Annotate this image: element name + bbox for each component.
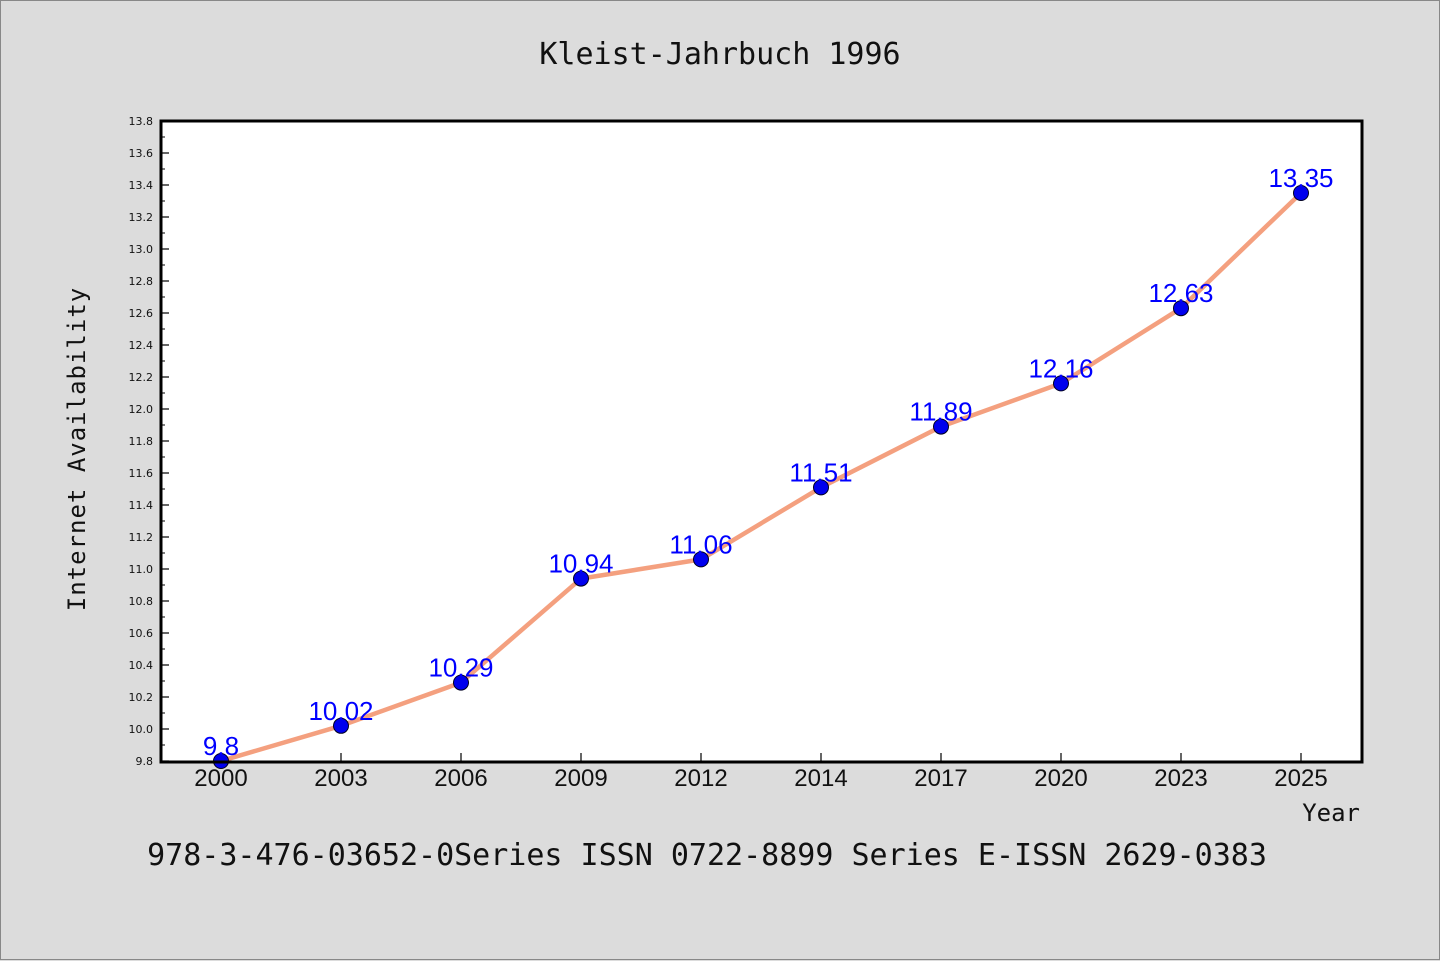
y-tick-label: 10.4 — [129, 659, 154, 672]
data-point — [1173, 300, 1189, 317]
y-tick-label: 11.4 — [129, 499, 154, 512]
y-tick-label: 13.6 — [129, 147, 154, 160]
x-tick-label: 2012 — [674, 765, 727, 792]
data-point — [933, 418, 949, 435]
y-tick-label: 12.6 — [129, 307, 154, 320]
data-label: 10.94 — [548, 549, 613, 579]
x-tick-label: 2023 — [1154, 765, 1207, 792]
y-tick-label: 13.4 — [129, 179, 154, 192]
y-tick-label: 10.2 — [129, 691, 154, 704]
y-tick-label: 13.0 — [129, 243, 154, 256]
y-tick-label: 10.0 — [129, 723, 154, 736]
x-axis-label: Year — [1302, 799, 1360, 827]
y-tick-label: 12.0 — [129, 403, 154, 416]
y-tick-label: 11.2 — [129, 531, 154, 544]
footer-text: 978-3-476-03652-0Series ISSN 0722-8899 S… — [147, 838, 1267, 873]
x-tick-label: 2017 — [914, 765, 967, 792]
x-tick-label: 2003 — [314, 765, 367, 792]
data-label: 10.29 — [428, 653, 493, 683]
x-tick-label: 2020 — [1034, 765, 1087, 792]
y-tick-label: 11.6 — [129, 467, 154, 480]
data-label: 9.8 — [203, 731, 239, 761]
data-point — [1053, 375, 1069, 392]
y-tick-label: 11.0 — [129, 563, 154, 576]
y-tick-label: 12.4 — [129, 339, 154, 352]
x-tick-label: 2009 — [554, 765, 607, 792]
data-label: 12.16 — [1028, 353, 1093, 383]
y-tick-label: 10.6 — [129, 627, 154, 640]
plot-area — [161, 121, 1362, 762]
data-label: 13.35 — [1268, 163, 1333, 193]
y-tick-label: 9.8 — [136, 755, 154, 768]
data-point — [333, 717, 349, 734]
y-tick-label: 12.2 — [129, 371, 154, 384]
y-tick-label: 13.8 — [129, 115, 154, 128]
x-tick-label: 2006 — [434, 765, 487, 792]
data-label: 11.06 — [669, 529, 732, 559]
series-line — [220, 191, 1303, 764]
data-label: 11.89 — [909, 397, 972, 427]
data-label: 10.02 — [308, 696, 373, 726]
data-label: 12.63 — [1148, 278, 1213, 308]
x-tick-label: 2025 — [1274, 765, 1327, 792]
data-point — [1293, 185, 1309, 201]
y-axis-label: Internet Availability — [63, 287, 91, 611]
data-point — [693, 551, 709, 568]
data-point — [813, 479, 829, 496]
x-tick-label: 2014 — [794, 765, 847, 792]
y-tick-label: 10.8 — [129, 595, 154, 608]
y-tick-label: 13.2 — [129, 211, 154, 224]
data-point — [453, 674, 469, 691]
data-point — [573, 570, 589, 587]
y-tick-label: 12.8 — [129, 275, 154, 288]
y-tick-label: 11.8 — [129, 435, 154, 448]
data-label: 11.51 — [789, 457, 852, 487]
x-tick-label: 2000 — [194, 765, 247, 792]
plot-border — [159, 119, 1364, 764]
chart-title: Kleist-Jahrbuch 1996 — [539, 37, 900, 72]
